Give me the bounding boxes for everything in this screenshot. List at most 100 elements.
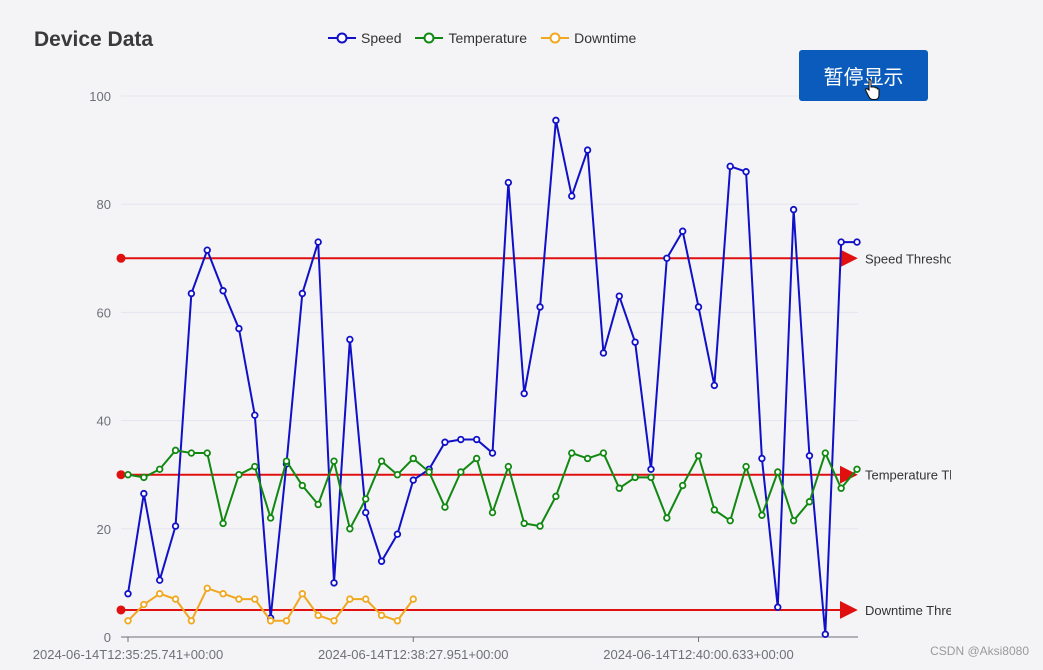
data-point-speed — [314, 238, 322, 246]
x-tick-label: 2024-06-14T12:40:00.633+00:00 — [603, 647, 793, 662]
data-point-downtime — [203, 584, 211, 593]
data-point-temperature — [266, 514, 275, 522]
data-point-speed — [124, 590, 132, 598]
data-point-temperature — [774, 468, 782, 476]
data-point-temperature — [694, 452, 703, 460]
data-point-temperature — [837, 484, 845, 492]
data-point-speed — [710, 381, 719, 390]
data-point-temperature — [441, 503, 449, 511]
data-point-speed — [789, 205, 798, 214]
data-point-temperature — [124, 471, 132, 479]
label-layer: Speed Threshold Temperature Threshold Down… — [865, 251, 999, 618]
data-point-speed — [552, 116, 560, 125]
legend-swatch-temperature — [415, 32, 444, 44]
y-tick-label: 80 — [97, 197, 111, 212]
y-tick-label: 100 — [89, 89, 111, 104]
data-point-temperature — [504, 462, 513, 471]
data-point-speed — [393, 530, 402, 538]
data-point-downtime — [409, 595, 417, 603]
data-point-temperature — [203, 449, 211, 457]
data-point-temperature — [647, 473, 655, 482]
legend-item-temperature[interactable]: Temperature — [415, 30, 527, 46]
data-point-speed — [583, 146, 592, 154]
data-point-downtime — [330, 617, 338, 625]
data-point-downtime — [187, 617, 196, 625]
pause-display-button[interactable]: 暂停显示 — [799, 50, 928, 101]
y-tick-label: 0 — [104, 630, 111, 645]
data-point-speed — [774, 603, 782, 611]
data-point-speed — [219, 287, 227, 295]
data-point-speed — [298, 289, 307, 298]
watermark: CSDN @Aksi8080 — [930, 644, 1029, 658]
series-line-temperature — [127, 449, 858, 530]
data-point-temperature — [583, 454, 592, 463]
data-point-speed — [251, 411, 259, 419]
data-point-temperature — [219, 519, 227, 528]
data-point-speed — [726, 162, 734, 171]
data-point-temperature — [805, 498, 814, 506]
data-point-temperature — [710, 506, 719, 514]
legend-swatch-speed — [328, 32, 356, 44]
data-point-downtime — [140, 600, 148, 609]
data-point-speed — [853, 238, 861, 246]
data-point-temperature — [520, 519, 528, 528]
data-point-temperature — [187, 449, 196, 457]
series-layer — [124, 116, 861, 638]
data-point-temperature — [821, 449, 830, 457]
data-point-downtime — [393, 617, 402, 625]
data-point-temperature — [726, 516, 734, 525]
data-point-temperature — [409, 454, 417, 463]
data-point-temperature — [140, 473, 148, 482]
data-point-downtime — [124, 617, 132, 625]
y-tick-label: 60 — [97, 305, 111, 320]
legend-label-downtime: Downtime — [574, 30, 637, 46]
data-point-downtime — [219, 590, 227, 598]
data-point-downtime — [377, 611, 386, 620]
legend-label-temperature: Temperature — [448, 30, 528, 46]
data-point-temperature — [472, 454, 481, 463]
data-point-temperature — [599, 449, 608, 457]
hand-cursor-icon — [864, 79, 880, 101]
data-point-temperature — [488, 508, 497, 517]
threshold-label-1: Temperature Threshold — [865, 468, 999, 483]
series-line-speed — [127, 119, 857, 636]
data-point-speed — [235, 324, 243, 333]
data-point-speed — [472, 435, 481, 444]
data-point-temperature — [330, 457, 338, 465]
data-point-temperature — [678, 481, 687, 490]
data-point-downtime — [235, 595, 243, 603]
chart-title: Device Data — [34, 28, 154, 51]
data-point-speed — [758, 454, 766, 463]
data-point-speed — [678, 227, 687, 235]
data-point-speed — [140, 489, 148, 498]
legend-item-speed[interactable]: Speed — [328, 30, 401, 46]
data-point-downtime — [298, 590, 307, 598]
data-point-temperature — [758, 511, 766, 519]
threshold-start-dot-2 — [116, 605, 126, 615]
legend-label-speed: Speed — [361, 30, 402, 46]
data-point-downtime — [155, 590, 164, 598]
data-point-temperature — [536, 522, 544, 530]
data-point-speed — [568, 192, 576, 200]
data-point-temperature — [298, 481, 307, 490]
data-point-temperature — [552, 492, 560, 501]
x-tick-label: 2024-06-14T12:35:25.741+00:00 — [33, 647, 223, 662]
data-point-speed — [520, 389, 528, 398]
data-point-speed — [615, 292, 623, 300]
data-point-temperature — [171, 446, 180, 455]
data-point-temperature — [742, 462, 750, 471]
x-tick-label: 2024-06-14T12:38:27.951+00:00 — [318, 647, 508, 662]
data-point-speed — [663, 254, 671, 262]
data-point-temperature — [235, 471, 243, 479]
data-point-downtime — [314, 611, 322, 620]
threshold-label-0: Speed Threshold — [865, 251, 964, 266]
legend-swatch-downtime — [541, 32, 570, 44]
data-point-speed — [742, 168, 750, 176]
legend-item-downtime[interactable]: Downtime — [541, 30, 636, 46]
threshold-start-dot-0 — [116, 253, 126, 263]
y-tick-label: 20 — [97, 522, 111, 537]
grid-layer — [121, 95, 858, 638]
data-point-downtime — [171, 595, 180, 603]
chart-legend: Speed Temperature Downtime — [328, 30, 636, 46]
data-point-speed — [346, 335, 354, 344]
